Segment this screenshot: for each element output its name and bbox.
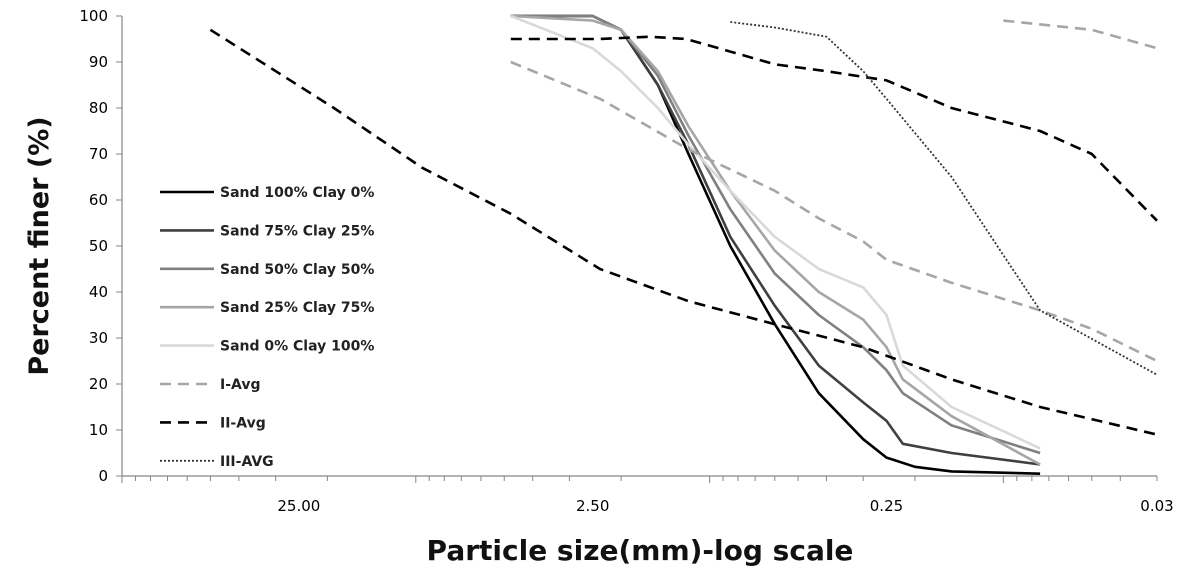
- series-line-1: [510, 14, 1041, 466]
- series-line-3: [510, 14, 1041, 466]
- y-tick-label: 80: [89, 99, 108, 117]
- series-line-0: [510, 14, 1041, 475]
- series-line-7: [1003, 19, 1158, 50]
- series-line-8: [510, 35, 1158, 222]
- y-tick-label: 20: [89, 375, 108, 393]
- y-tick-label: 100: [79, 7, 108, 25]
- legend-label: Sand 100% Clay 0%: [220, 185, 374, 201]
- y-tick-label: 40: [89, 283, 108, 301]
- legend: Sand 100% Clay 0% Sand 75% Clay 25% Sand 5…: [160, 185, 374, 470]
- axes: [116, 15, 1158, 483]
- x-tick-label: 0.25: [870, 497, 903, 515]
- legend-label: Sand 50% Clay 50%: [220, 262, 374, 278]
- y-tick-label: 90: [89, 53, 108, 71]
- plot-lines: [209, 14, 1158, 475]
- legend-label: II-Avg: [220, 415, 266, 431]
- legend-label: I-Avg: [220, 377, 261, 393]
- legend-label: Sand 25% Clay 75%: [220, 300, 374, 316]
- y-axis-title: Percent finer (%): [24, 116, 55, 375]
- x-axis-title: Particle size(mm)-log scale: [427, 534, 854, 567]
- x-tick-label: 25.00: [277, 497, 320, 515]
- series-line-2: [510, 14, 1041, 455]
- y-tick-label: 30: [89, 329, 108, 347]
- series-line-6: [209, 28, 1158, 436]
- y-tick-label: 70: [89, 145, 108, 163]
- y-tick-label: 60: [89, 191, 108, 209]
- tick-labels: 0 10 20 30 40 50 60 70 80 90 100 25.00 2.50 0.25 0.03: [79, 7, 1173, 515]
- series-line-9: [730, 21, 1158, 376]
- x-tick-label: 2.50: [576, 497, 609, 515]
- legend-label: III-AVG: [220, 454, 274, 470]
- y-tick-label: 50: [89, 237, 108, 255]
- y-tick-label: 10: [89, 421, 108, 439]
- legend-label: Sand 75% Clay 25%: [220, 223, 374, 239]
- legend-label: Sand 0% Clay 100%: [220, 339, 374, 355]
- series-line-4: [510, 14, 1041, 450]
- y-tick-label: 0: [98, 467, 108, 485]
- series-line-5: [510, 60, 1158, 363]
- x-tick-label: 0.03: [1140, 497, 1173, 515]
